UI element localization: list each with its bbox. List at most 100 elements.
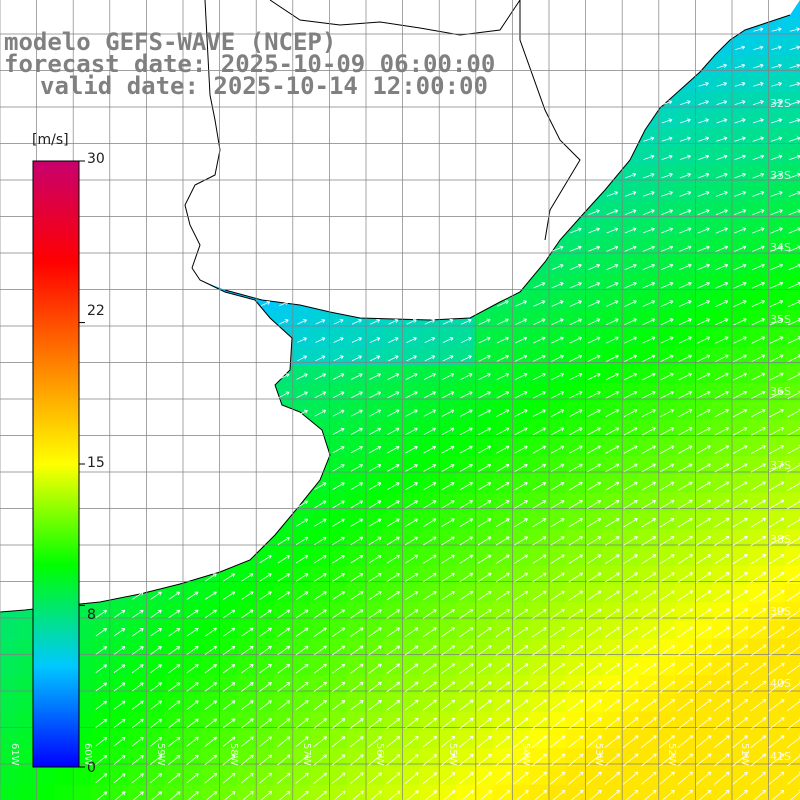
speed-cell: [474, 529, 494, 549]
wind-arrow: [277, 591, 291, 601]
speed-cell: [456, 565, 476, 585]
speed-cell: [328, 693, 348, 713]
speed-cell: [438, 675, 457, 695]
speed-cell: [292, 565, 311, 585]
speed-cell: [675, 602, 695, 622]
speed-cell: [346, 511, 366, 530]
wind-arrow: [277, 537, 290, 545]
speed-cell: [492, 638, 512, 658]
wind-arrow: [787, 408, 800, 418]
wind-arrow: [660, 391, 674, 399]
speed-cell: [219, 711, 238, 731]
speed-cell: [565, 748, 585, 768]
speed-cell: [675, 620, 695, 640]
wind-arrow: [587, 318, 601, 326]
colorbar-tick-label: 15: [87, 455, 105, 471]
speed-cell: [456, 328, 476, 348]
wind-arrow: [661, 191, 673, 197]
wind-arrow: [295, 700, 309, 711]
wind-arrow: [513, 735, 529, 748]
speed-cell: [365, 565, 384, 585]
wind-arrow: [477, 536, 492, 546]
wind-arrow: [750, 699, 767, 712]
speed-cell: [711, 748, 731, 768]
speed-cell: [273, 657, 293, 676]
wind-arrow: [186, 664, 199, 674]
wind-arrow: [350, 446, 363, 454]
wind-arrow: [442, 318, 454, 325]
wind-arrow: [332, 446, 345, 454]
wind-arrow: [132, 591, 144, 600]
lon-label: 53W: [593, 743, 604, 766]
wind-arrow: [441, 482, 455, 491]
speed-cell: [474, 492, 494, 512]
speed-cell: [529, 693, 549, 713]
wind-arrow: [677, 735, 694, 749]
wind-arrow: [732, 699, 749, 712]
speed-cell: [675, 474, 695, 494]
wind-arrow: [513, 663, 529, 675]
speed-cell: [127, 638, 147, 658]
wind-arrow: [751, 263, 765, 271]
wind-arrow: [735, 789, 748, 800]
speed-cell: [511, 547, 530, 567]
speed-cell: [602, 456, 622, 476]
speed-cell: [766, 73, 786, 92]
wind-arrow: [732, 753, 748, 767]
wind-arrow: [222, 718, 236, 729]
speed-cell: [146, 657, 165, 676]
speed-cell: [237, 638, 257, 658]
wind-arrow: [350, 536, 364, 546]
wind-arrow: [623, 409, 638, 418]
wind-arrow: [642, 336, 656, 344]
wind-arrow: [715, 300, 729, 307]
speed-cell: [328, 711, 348, 731]
wind-arrow: [423, 536, 437, 546]
speed-cell: [711, 474, 731, 494]
speed-cell: [401, 529, 421, 549]
speed-cell: [784, 200, 800, 220]
speed-cell: [346, 438, 366, 457]
speed-cell: [766, 565, 786, 585]
speed-cell: [584, 766, 603, 786]
speed-cell: [766, 492, 786, 512]
wind-arrow: [659, 572, 675, 583]
speed-cell: [438, 657, 457, 676]
speed-cell: [730, 164, 749, 184]
wind-arrow: [350, 591, 364, 601]
wind-arrow: [734, 209, 747, 216]
speed-cell: [766, 36, 786, 56]
wind-arrow: [313, 555, 327, 564]
wind-arrow: [622, 608, 639, 620]
speed-cell: [18, 675, 38, 695]
speed-cell: [492, 456, 512, 476]
speed-cell: [693, 456, 713, 476]
speed-cell: [711, 91, 731, 111]
wind-arrow: [734, 172, 746, 179]
speed-cell: [456, 584, 476, 603]
wind-arrow: [331, 736, 346, 748]
wind-arrow: [587, 427, 601, 436]
speed-cell: [146, 602, 165, 622]
wind-arrow: [604, 717, 621, 730]
wind-arrow: [351, 337, 362, 343]
wind-arrow: [531, 771, 547, 785]
wind-arrow: [568, 735, 584, 748]
wind-arrow: [459, 627, 474, 638]
speed-cell: [711, 438, 731, 457]
wind-arrow: [459, 482, 473, 491]
speed-cell: [438, 456, 457, 476]
speed-cell: [273, 547, 293, 567]
wind-arrow: [313, 591, 327, 601]
speed-cell: [383, 529, 403, 549]
wind-arrow: [641, 481, 657, 491]
wind-arrow: [331, 663, 346, 674]
wind-arrow: [259, 754, 273, 766]
speed-cell: [456, 547, 476, 567]
speed-cell: [310, 328, 330, 348]
speed-cell: [547, 784, 567, 800]
speed-cell: [748, 127, 768, 147]
wind-arrow: [331, 645, 346, 656]
wind-arrow: [624, 336, 638, 344]
wind-arrow: [734, 154, 746, 161]
